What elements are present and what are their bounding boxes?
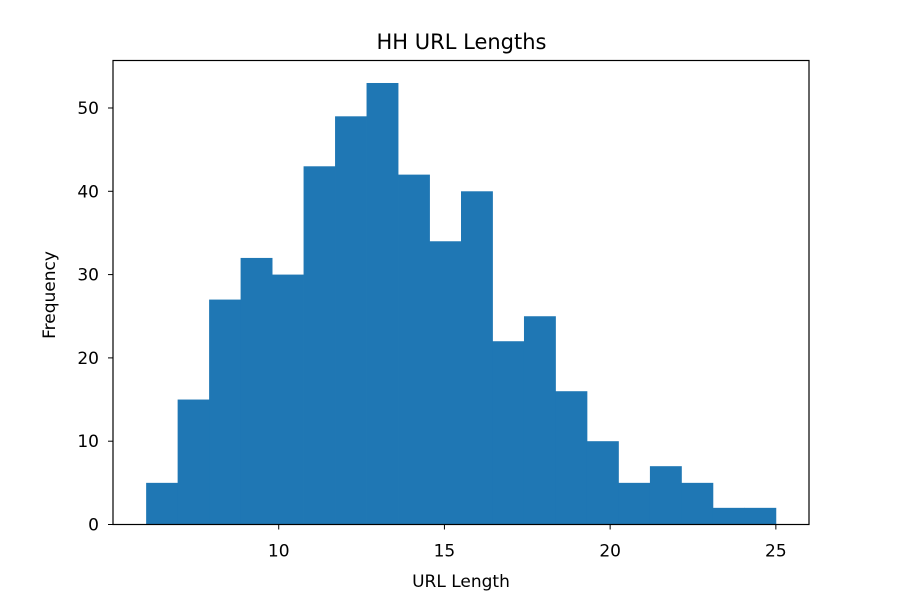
bars-group <box>146 82 777 525</box>
histogram-bar <box>240 257 273 525</box>
histogram-bar <box>712 507 745 525</box>
histogram-bar <box>303 166 336 525</box>
histogram-bar <box>523 316 556 525</box>
histogram-bar <box>618 482 651 525</box>
x-tick-label: 15 <box>434 542 456 562</box>
y-tick-label: 50 <box>77 99 99 119</box>
y-axis-ticks: 0 10 20 30 40 50 <box>77 99 113 536</box>
histogram-bar <box>555 391 588 525</box>
x-axis-ticks: 10 15 20 25 <box>268 524 787 562</box>
histogram-bar <box>335 116 367 525</box>
histogram-bar <box>744 507 777 525</box>
histogram-bar <box>398 174 430 525</box>
x-tick-label: 20 <box>599 542 621 562</box>
histogram-bar <box>146 482 179 525</box>
y-tick-label: 30 <box>77 266 99 286</box>
histogram-bar <box>366 82 399 525</box>
histogram-bar <box>681 482 714 525</box>
histogram-bar <box>461 191 493 525</box>
y-tick-label: 0 <box>88 516 99 536</box>
y-tick-label: 40 <box>77 182 99 202</box>
chart-title: HH URL Lengths <box>377 30 547 54</box>
histogram-bar <box>429 241 462 525</box>
x-tick-label: 10 <box>268 542 290 562</box>
plot-frame <box>112 59 810 526</box>
histogram-bar <box>209 299 241 525</box>
x-axis-label: URL Length <box>412 572 510 592</box>
histogram-bar <box>272 274 304 525</box>
histogram-bar <box>177 399 210 525</box>
histogram-bar <box>586 441 619 525</box>
y-axis-label: Frequency <box>40 251 60 339</box>
y-tick-label: 10 <box>77 432 99 452</box>
x-tick-label: 25 <box>765 542 787 562</box>
y-tick-label: 20 <box>77 349 99 369</box>
histogram-bar <box>649 466 682 525</box>
histogram-bar <box>492 341 525 525</box>
